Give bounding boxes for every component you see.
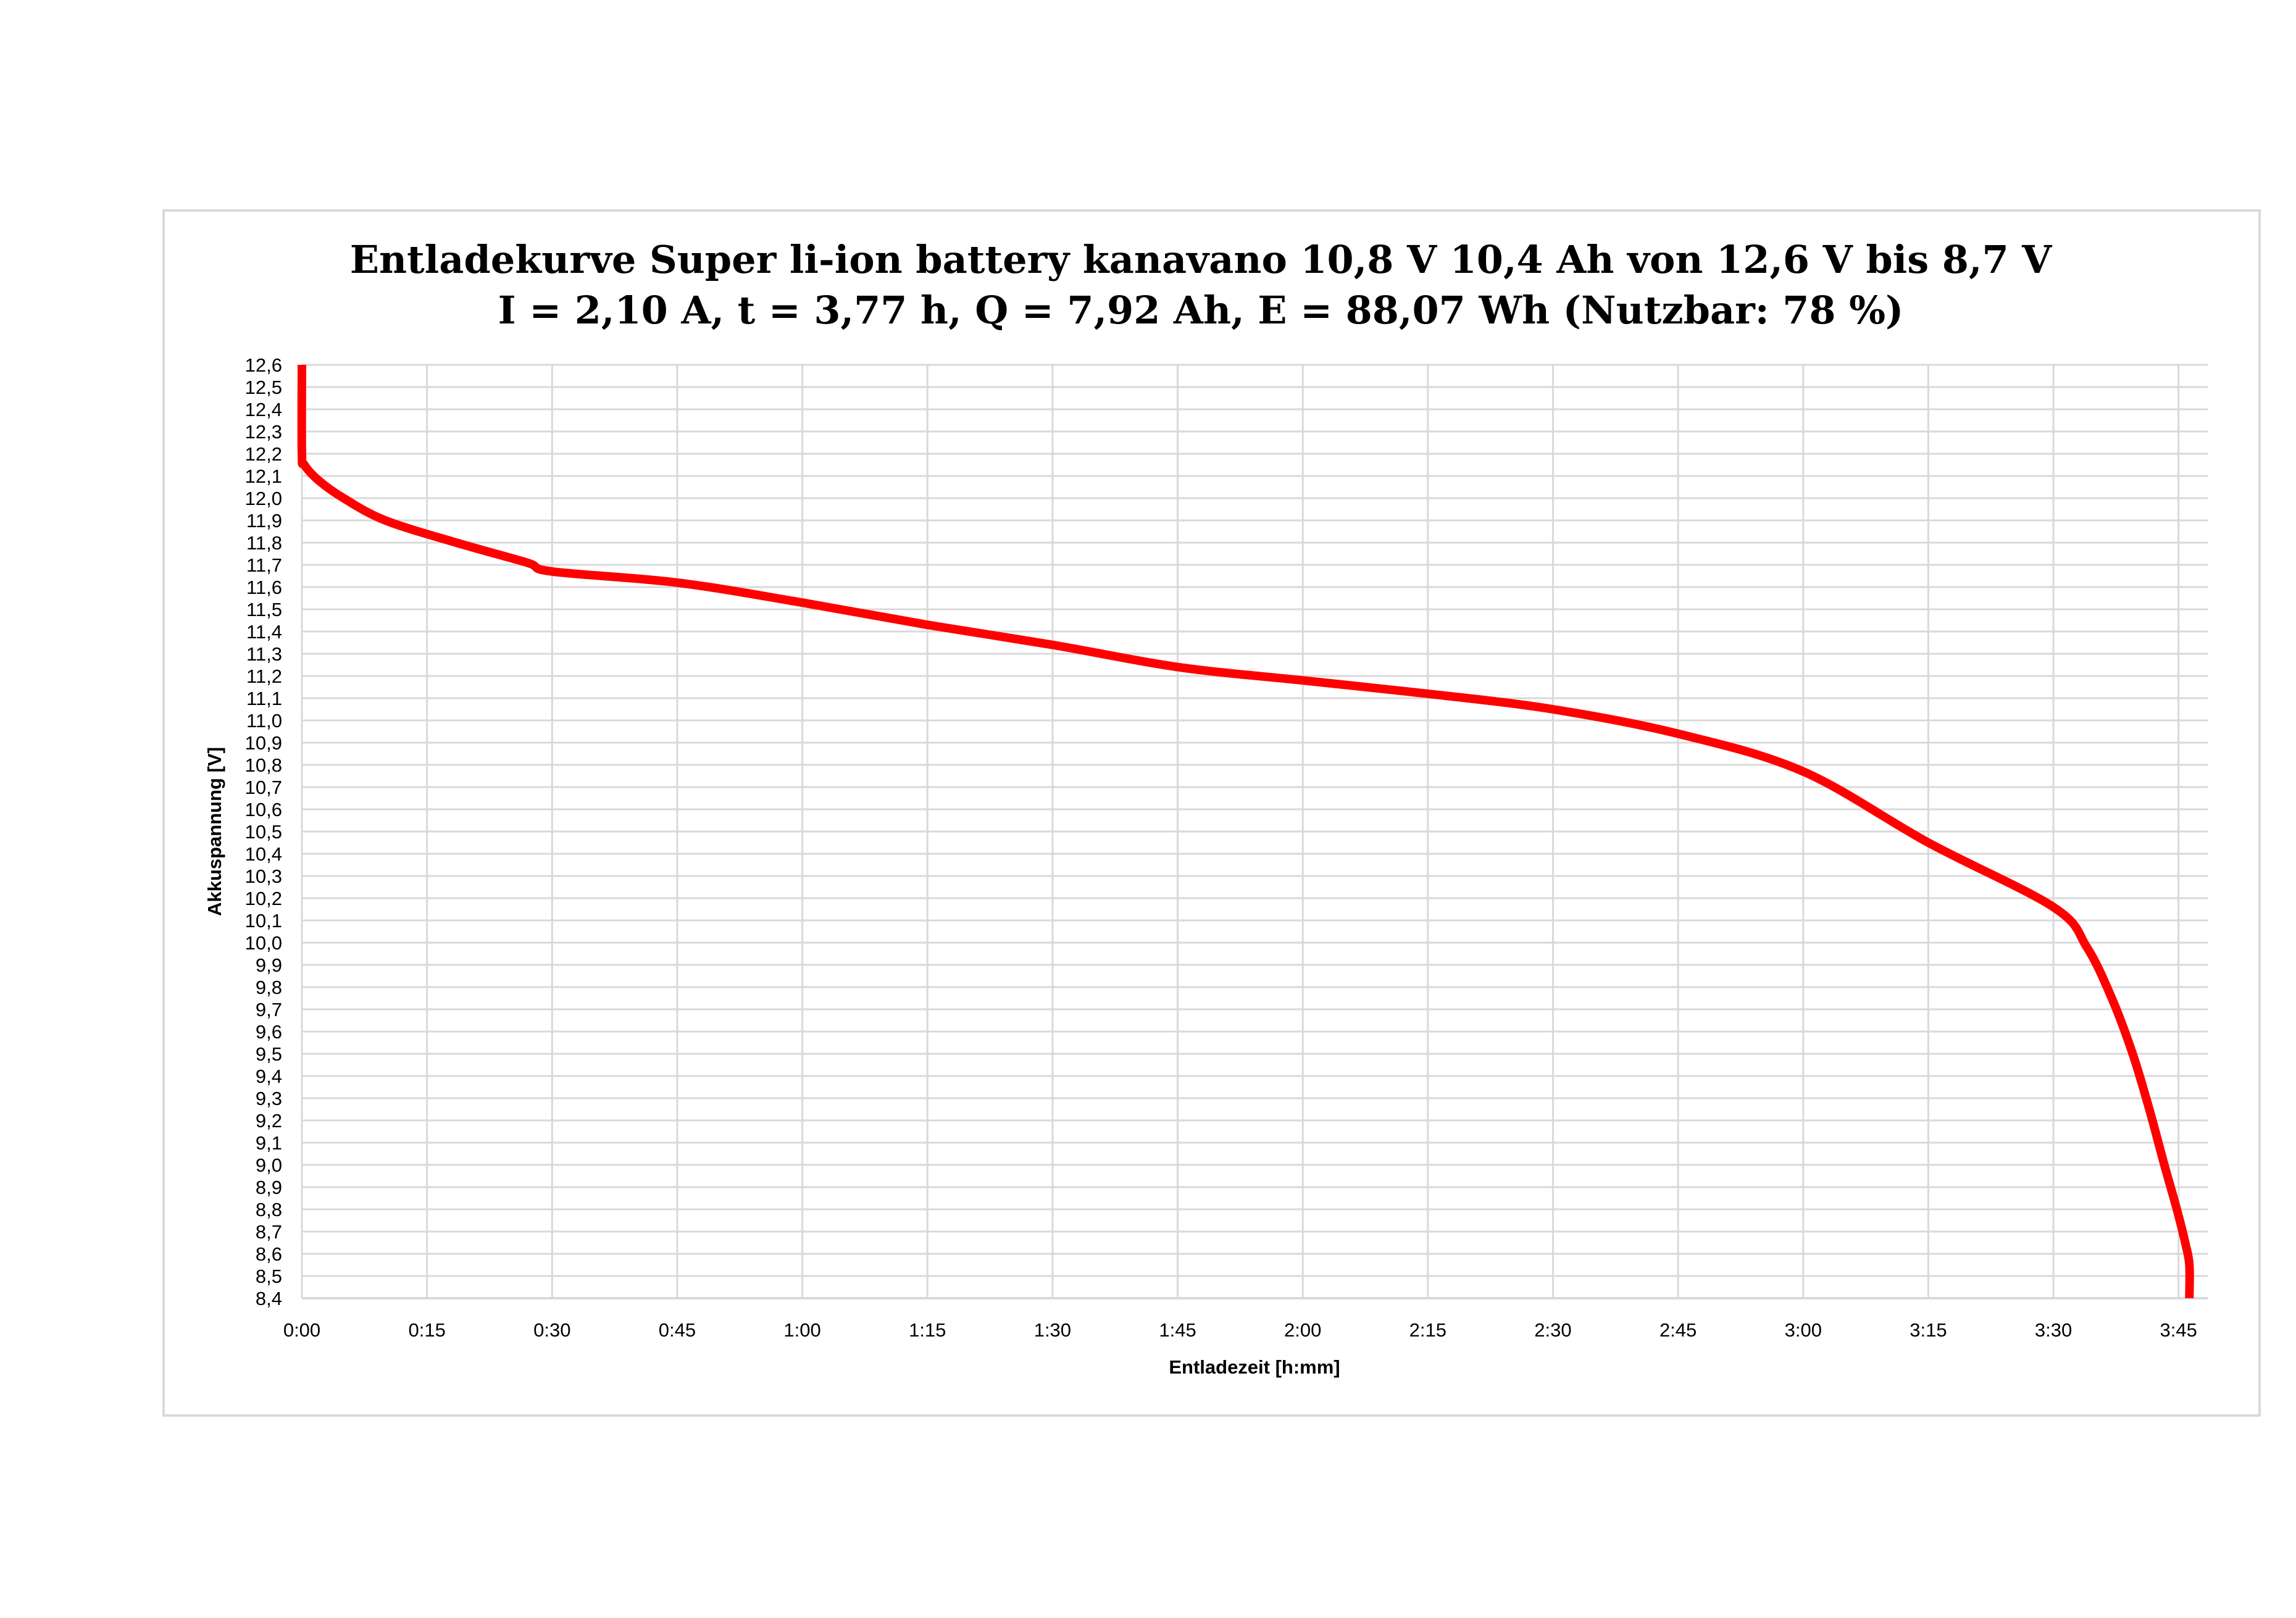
y-tick-label: 10,2 [245, 888, 282, 909]
chart-title: Entladekurve Super li-ion battery kanava… [350, 237, 2052, 282]
x-tick-label: 2:45 [1659, 1319, 1697, 1341]
y-tick-label: 10,1 [245, 910, 282, 932]
x-tick-label: 1:00 [783, 1319, 820, 1341]
x-tick-label: 2:15 [1409, 1319, 1446, 1341]
series-line-akkuspannung [297, 364, 2194, 1299]
y-tick-label: 9,2 [256, 1110, 282, 1132]
x-tick-label: 3:00 [1785, 1319, 1822, 1341]
y-tick-label: 11,9 [246, 510, 282, 532]
x-axis-label: Entladezeit [h:mm] [1169, 1356, 1340, 1378]
y-tick-label: 12,5 [245, 377, 282, 398]
y-tick-label: 9,4 [256, 1065, 282, 1087]
y-tick-label: 10,5 [245, 821, 282, 843]
y-tick-label: 9,9 [256, 954, 282, 976]
y-tick-label: 8,5 [256, 1266, 282, 1287]
y-tick-label: 8,6 [256, 1243, 282, 1265]
x-tick-label: 2:00 [1284, 1319, 1321, 1341]
y-tick-label: 11,2 [246, 665, 282, 687]
y-tick-label: 12,1 [245, 465, 282, 487]
chart-frame [162, 209, 2261, 1417]
chart-subtitle: I = 2,10 A, t = 3,77 h, Q = 7,92 Ah, E =… [498, 288, 1904, 333]
y-tick-label: 10,9 [245, 732, 282, 754]
y-tick-label: 9,3 [256, 1088, 282, 1109]
y-tick-label: 12,0 [245, 488, 282, 509]
y-tick-label: 12,6 [245, 354, 282, 376]
y-tick-label: 8,4 [256, 1288, 282, 1309]
y-tick-label: 9,5 [256, 1043, 282, 1065]
x-tick-label: 1:15 [909, 1319, 946, 1341]
x-tick-label: 0:45 [659, 1319, 696, 1341]
x-tick-label: 3:30 [2035, 1319, 2072, 1341]
x-axis-ticks: 0:00 0:15 0:30 0:45 1:00 1:15 1:30 1:45 2:00 2:15… [283, 1319, 2197, 1341]
y-tick-label: 10,3 [245, 865, 282, 887]
y-axis-label: Akkuspannung [V] [204, 747, 225, 916]
y-tick-label: 8,8 [256, 1199, 282, 1220]
y-tick-label: 11,8 [246, 532, 282, 554]
y-tick-label: 9,1 [256, 1132, 282, 1154]
y-tick-label: 11,3 [246, 643, 282, 665]
y-tick-label: 8,7 [256, 1221, 282, 1243]
y-axis-ticks: 8,48,58,68,78,88,99,09,19,29,39,49,59,69… [245, 354, 282, 1309]
y-tick-label: 12,2 [245, 443, 282, 465]
y-tick-label: 11,0 [246, 710, 282, 732]
y-tick-label: 9,0 [256, 1154, 282, 1176]
y-tick-label: 8,9 [256, 1177, 282, 1198]
y-tick-label: 10,8 [245, 754, 282, 776]
y-tick-label: 10,0 [245, 932, 282, 954]
x-tick-label: 2:30 [1534, 1319, 1571, 1341]
y-tick-label: 10,7 [245, 777, 282, 798]
gridlines [301, 364, 2208, 1299]
y-tick-label: 9,7 [256, 999, 282, 1020]
y-tick-label: 11,5 [246, 599, 282, 620]
y-tick-label: 12,4 [245, 399, 282, 420]
y-tick-label: 11,4 [246, 621, 282, 643]
y-tick-label: 10,4 [245, 843, 282, 865]
y-tick-label: 9,8 [256, 977, 282, 998]
x-tick-label: 1:30 [1034, 1319, 1071, 1341]
x-tick-label: 3:15 [1910, 1319, 1947, 1341]
y-tick-label: 11,7 [246, 554, 282, 576]
x-tick-label: 0:15 [408, 1319, 445, 1341]
x-tick-label: 0:00 [283, 1319, 320, 1341]
y-tick-label: 11,1 [246, 688, 282, 709]
series-layer [297, 364, 2194, 1299]
x-tick-label: 1:45 [1159, 1319, 1196, 1341]
x-tick-label: 0:30 [533, 1319, 570, 1341]
y-tick-label: 12,3 [245, 421, 282, 443]
y-tick-label: 9,6 [256, 1021, 282, 1043]
x-tick-label: 3:45 [2160, 1319, 2197, 1341]
y-tick-label: 10,6 [245, 799, 282, 820]
y-tick-label: 11,6 [246, 577, 282, 598]
